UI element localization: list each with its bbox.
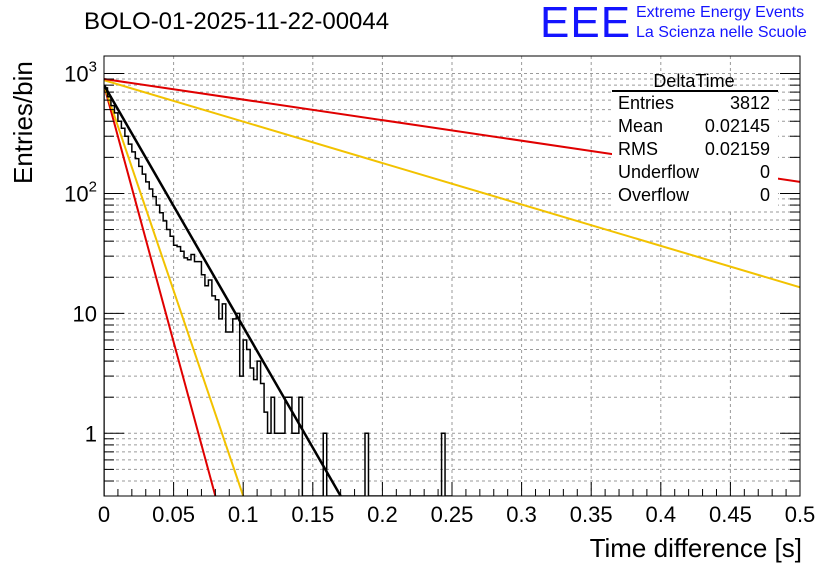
stats-label: RMS bbox=[618, 139, 658, 159]
x-tick-label: 0.5 bbox=[785, 502, 816, 527]
stats-value: 0.02159 bbox=[705, 139, 770, 159]
logo-text-line1: Extreme Energy Events bbox=[636, 4, 805, 21]
x-axis-label: Time difference [s] bbox=[589, 533, 802, 563]
stats-label: Underflow bbox=[618, 162, 700, 182]
stats-name: DeltaTime bbox=[653, 71, 734, 91]
eee-logo: EEE bbox=[540, 0, 632, 47]
y-tick-label: 1 bbox=[85, 421, 97, 446]
stats-background bbox=[612, 86, 778, 210]
stats-label: Mean bbox=[618, 116, 663, 136]
stats-value: 0 bbox=[760, 185, 770, 205]
x-tick-label: 0 bbox=[98, 502, 110, 527]
logo-text-line2: La Scienza nelle Scuole bbox=[636, 24, 807, 41]
y-axis-label: Entries/bin bbox=[8, 61, 38, 184]
histogram-outline bbox=[104, 87, 452, 496]
tick-labels: 0 0.05 0.1 0.15 0.2 0.25 0.3 0.35 0.4 0.45 0.5 1 10 1… bbox=[64, 59, 815, 527]
stats-value: 0.02145 bbox=[705, 116, 770, 136]
y-tick-label: 103 bbox=[64, 59, 97, 87]
stats-value: 0 bbox=[760, 162, 770, 182]
stats-value: 3812 bbox=[730, 93, 770, 113]
x-tick-label: 0.15 bbox=[291, 502, 334, 527]
x-tick-label: 0.1 bbox=[228, 502, 259, 527]
axis-ticks bbox=[103, 73, 801, 497]
x-tick-label: 0.2 bbox=[367, 502, 398, 527]
x-tick-label: 0.4 bbox=[646, 502, 677, 527]
plot-title: BOLO-01-2025-11-22-00044 bbox=[84, 8, 390, 35]
grid bbox=[104, 56, 800, 497]
y-tick-label: 10 bbox=[73, 301, 97, 326]
stats-label: Entries bbox=[618, 93, 674, 113]
x-tick-label: 0.45 bbox=[709, 502, 752, 527]
stats-label: Overflow bbox=[618, 185, 690, 205]
curve-yellow-slow bbox=[104, 79, 800, 289]
y-tick-label: 102 bbox=[64, 178, 97, 206]
curves bbox=[104, 78, 800, 496]
x-tick-label: 0.3 bbox=[506, 502, 537, 527]
curve-red-steep bbox=[104, 84, 217, 496]
curve-yellow-steep bbox=[104, 84, 245, 496]
curve-fit bbox=[104, 84, 342, 496]
x-tick-label: 0.35 bbox=[570, 502, 613, 527]
histogram bbox=[104, 87, 452, 496]
x-tick-label: 0.25 bbox=[431, 502, 474, 527]
x-tick-label: 0.05 bbox=[152, 502, 195, 527]
